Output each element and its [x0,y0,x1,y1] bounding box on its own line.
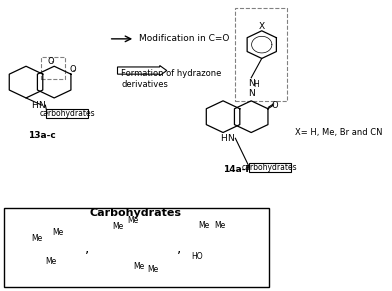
Text: X= H, Me, Br and CN: X= H, Me, Br and CN [295,128,383,137]
Text: Me: Me [112,222,123,231]
Text: Me: Me [147,265,158,274]
Text: Me: Me [198,221,209,230]
FancyBboxPatch shape [4,208,269,287]
Text: 14a-l: 14a-l [223,166,248,175]
Text: 13a-c: 13a-c [28,131,56,140]
Text: ,: , [177,241,181,255]
Text: N: N [248,89,254,98]
Text: H: H [31,101,38,110]
Text: Me: Me [52,228,64,237]
Text: O: O [47,57,54,66]
Text: N: N [227,134,234,143]
FancyBboxPatch shape [46,109,88,118]
Text: Me: Me [128,216,139,225]
Text: ,: , [85,241,90,255]
Text: N: N [248,79,254,88]
Text: Carbohydrates: Carbohydrates [89,208,181,218]
Text: H: H [220,134,227,143]
Text: carbohydrates: carbohydrates [242,163,298,172]
Text: O: O [69,65,76,74]
Text: carbohydrates: carbohydrates [40,109,95,118]
Text: Me: Me [31,234,42,243]
FancyArrow shape [118,65,167,76]
FancyBboxPatch shape [249,163,290,172]
Text: Me: Me [133,262,144,272]
Text: Me: Me [214,221,225,230]
Text: O: O [272,101,278,110]
Text: Formation of hydrazone
derivatives: Formation of hydrazone derivatives [121,69,221,89]
Text: H: H [254,80,260,88]
Text: N: N [38,101,45,110]
Text: Me: Me [45,257,56,266]
Text: Modification in C=O: Modification in C=O [139,34,229,43]
Text: HO: HO [191,252,203,261]
Text: X: X [259,22,265,31]
